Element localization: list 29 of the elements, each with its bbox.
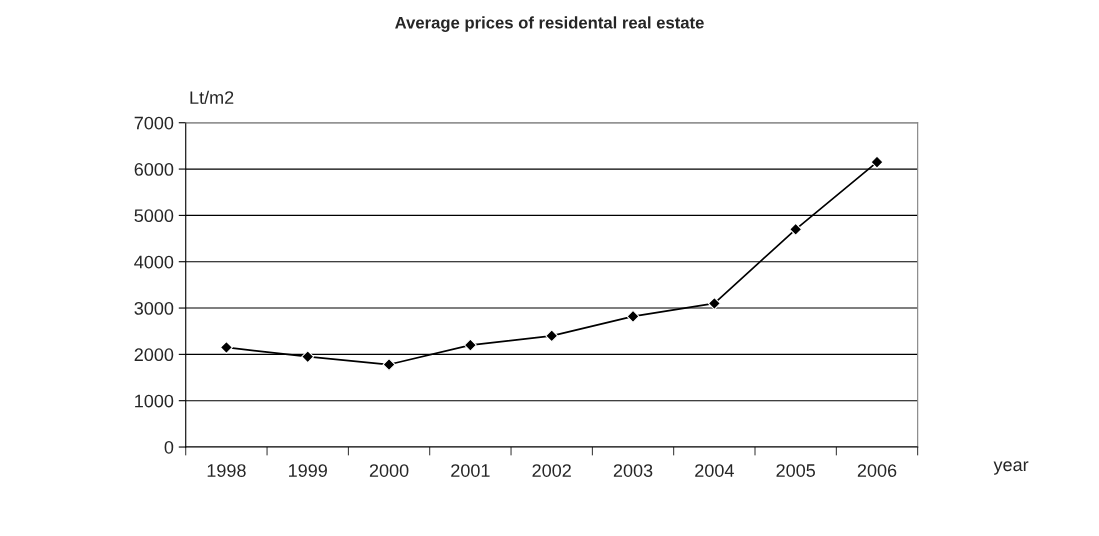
x-tick-label: 2006 (857, 464, 897, 477)
y-tick-label: 5000 (134, 209, 174, 223)
x-tick-label: 1998 (207, 464, 246, 477)
point (789, 222, 803, 236)
y-tick-label: 4000 (134, 255, 174, 269)
point (219, 341, 233, 354)
point (707, 297, 721, 310)
y-tick-label: 7000 (134, 116, 174, 130)
y-tick-label: 3000 (134, 301, 174, 315)
point (870, 155, 884, 169)
x-tick-label: 1999 (289, 464, 327, 477)
point (545, 329, 559, 343)
x-tick-label: 2003 (613, 464, 653, 477)
x-tick-label: 2001 (451, 464, 490, 477)
x-axis-title: year (993, 461, 1029, 475)
x-tick-label: 2002 (532, 464, 571, 477)
point (626, 309, 640, 323)
chart-title: Average prices of residental real estate (395, 16, 704, 32)
point (301, 350, 315, 364)
y-axis-title: Lt/m2 (190, 90, 234, 105)
point (463, 338, 477, 352)
x-tick-label: 2005 (776, 464, 815, 477)
x-tick-label: 2000 (369, 464, 409, 477)
x-tick-label: 2004 (695, 464, 734, 477)
y-tick-label: 0 (164, 440, 174, 454)
y-tick-label: 6000 (134, 163, 174, 176)
y-tick-label: 1000 (135, 394, 174, 408)
y-tick-label: 2000 (134, 348, 174, 362)
point (382, 358, 396, 371)
